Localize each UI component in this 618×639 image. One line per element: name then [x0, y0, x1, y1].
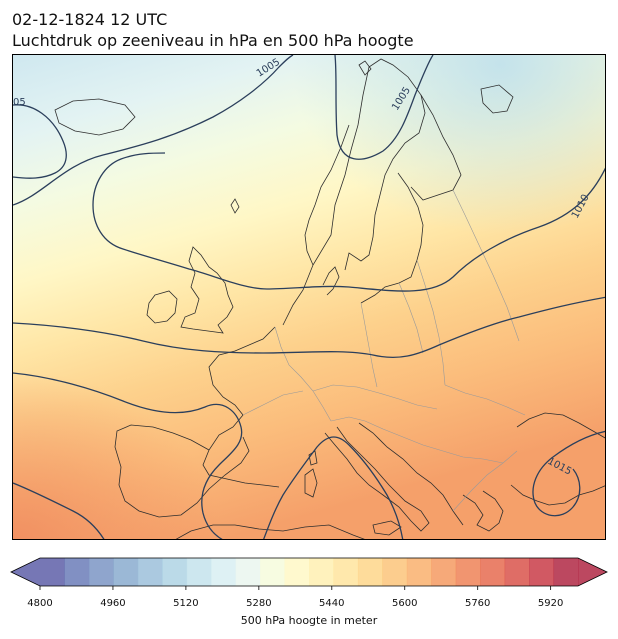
coast-norway-west — [304, 124, 350, 266]
colorbar-segment — [284, 558, 310, 586]
coast-scandinavia — [282, 58, 426, 326]
colorbar-tick-label: 5440 — [319, 598, 345, 609]
isobar-1015-iberia — [13, 372, 243, 539]
colorbar-segment — [137, 558, 163, 586]
coast-britain — [180, 246, 234, 334]
isobar-label: 05 — [13, 97, 26, 108]
colorbar-tick-label: 5760 — [464, 598, 491, 609]
border-line — [416, 259, 446, 386]
colorbar-segment — [480, 558, 506, 586]
coast-iceland — [54, 98, 136, 136]
colorbar — [10, 557, 608, 597]
colorbar-label: 500 hPa hoogte in meter — [240, 614, 378, 627]
coast-denmark — [322, 266, 340, 296]
colorbar-segment — [333, 558, 359, 586]
border-line — [398, 282, 424, 354]
colorbar-tick-label: 5920 — [537, 598, 564, 609]
coast-black-sea — [516, 412, 605, 439]
colorbar-segment — [113, 558, 139, 586]
coast-ireland — [146, 290, 178, 324]
colorbar-segment — [88, 558, 114, 586]
border-line — [330, 416, 404, 438]
colorbar-tick-label: 5600 — [392, 598, 418, 609]
isobar-1005-scandinavia — [334, 55, 434, 160]
coast-shetland — [230, 198, 240, 214]
colorbar-segment — [406, 558, 432, 586]
colorbar-segment — [553, 558, 579, 586]
colorbar-segment — [431, 558, 457, 586]
map-title: Luchtdruk op zeeniveau in hPa en 500 hPa… — [12, 31, 414, 50]
coast-aegean-turkey — [510, 484, 605, 506]
colorbar-extend-low — [11, 558, 40, 586]
isobar-1005-north — [13, 55, 294, 206]
colorbar-segment — [455, 558, 481, 586]
coast-finland — [410, 94, 462, 201]
border-line — [312, 384, 438, 410]
border-line — [242, 390, 304, 416]
colorbar-tick-label: 4960 — [100, 598, 126, 609]
isobar-1015-mediterranean — [263, 436, 404, 539]
isobar-1015-south — [13, 482, 105, 539]
colorbar-segment — [504, 558, 530, 586]
colorbar-extend-high — [578, 558, 607, 586]
map-datetime: 02-12-1824 12 UTC — [12, 10, 168, 29]
weather-map: 1005 05 1005 1010 1015 — [12, 54, 606, 540]
colorbar-tick-label: 5120 — [173, 598, 199, 609]
coast-italy — [324, 426, 430, 532]
colorbar-segment — [162, 558, 188, 586]
coast-sicily — [372, 520, 402, 536]
colorbar-segment — [235, 558, 261, 586]
border-line — [452, 189, 520, 342]
colorbar-segment — [64, 558, 90, 586]
geopotential-high-sw — [13, 55, 605, 539]
colorbar-segment — [186, 558, 212, 586]
colorbar-segment — [40, 558, 65, 586]
coast-svalbard — [358, 60, 372, 76]
colorbar-segment — [357, 558, 383, 586]
border-line — [274, 326, 332, 422]
isobar-1015-west — [13, 296, 605, 358]
colorbar-segment — [211, 558, 237, 586]
isobars — [13, 55, 605, 539]
coast-north-africa — [175, 524, 365, 539]
colorbar-tick-label: 4800 — [27, 598, 53, 609]
border-line — [402, 436, 504, 464]
isobar-1010 — [92, 152, 605, 292]
coast-greece — [462, 490, 504, 532]
colorbar-tick-label: 5280 — [246, 598, 272, 609]
colorbar-segment — [529, 558, 555, 586]
border-line — [444, 384, 526, 416]
colorbar-segment — [260, 558, 286, 586]
border-line — [452, 450, 518, 512]
coast-adriatic-east — [358, 422, 464, 526]
coastlines — [54, 58, 605, 539]
isobar-1005-iceland — [13, 104, 67, 179]
border-line — [360, 302, 378, 388]
colorbar-segment — [309, 558, 334, 586]
colorbar-segment — [382, 558, 408, 586]
isobar-1015-east — [532, 430, 605, 517]
country-borders — [242, 189, 526, 512]
coast-white-sea — [480, 84, 514, 114]
coast-iberia — [114, 424, 250, 518]
